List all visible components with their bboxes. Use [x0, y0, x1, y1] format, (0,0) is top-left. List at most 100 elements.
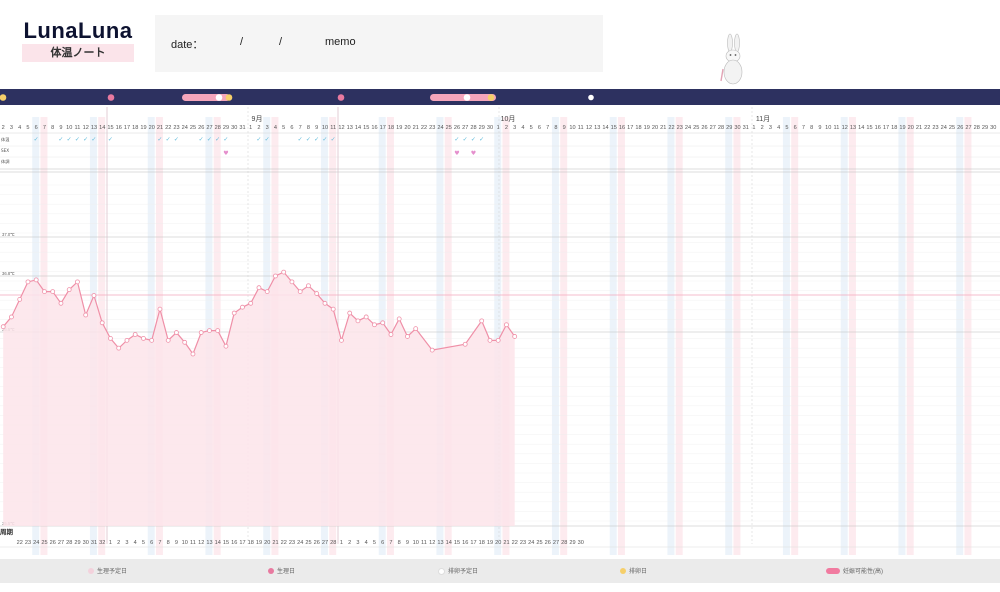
cycle-day-label: 7 — [158, 540, 161, 546]
date-label: 13 — [850, 125, 856, 131]
cycle-day-label: 3 — [356, 540, 359, 546]
temperature-point — [231, 310, 237, 316]
temperature-point — [339, 337, 344, 343]
check-icon: ✓ — [75, 136, 80, 143]
fertility-pill — [430, 94, 496, 101]
period-forecast-icon — [88, 568, 94, 575]
date-label: 28 — [974, 125, 980, 131]
temperature-point — [223, 343, 229, 349]
cycle-day-label: 25 — [41, 540, 47, 546]
cycle-day-label: 23 — [25, 540, 31, 546]
cycle-day-label: 30 — [578, 540, 584, 546]
check-icon: ✓ — [215, 136, 220, 143]
weekend-band — [667, 117, 675, 555]
temperature-point — [504, 322, 509, 328]
cycle-day-label: 1 — [109, 540, 112, 546]
date-label: 26 — [198, 125, 204, 131]
date-label: 5 — [26, 125, 29, 131]
temperature-point — [347, 310, 353, 316]
date-label: 18 — [132, 125, 138, 131]
temperature-point — [207, 328, 212, 334]
cycle-day-label: 10 — [182, 540, 188, 546]
month-label: 9月 — [252, 115, 263, 123]
date-label: 26 — [957, 125, 963, 131]
cycle-day-label: 9 — [175, 540, 178, 546]
cycle-day-label: 28 — [66, 540, 72, 546]
temperature-point — [198, 330, 204, 335]
date-label: 19 — [644, 125, 650, 131]
date-memo-bar: date： / / memo — [155, 15, 743, 85]
temperature-point — [149, 337, 155, 343]
cycle-marker-icon — [215, 94, 223, 101]
cycle-day-label: 26 — [50, 540, 56, 546]
date-label: 24 — [941, 125, 947, 131]
temperature-point — [429, 347, 435, 353]
date-label: 5 — [785, 125, 788, 131]
cycle-day-label: 4 — [134, 540, 137, 546]
check-icon: ✓ — [479, 136, 484, 143]
cycle-day-label: 15 — [454, 540, 460, 546]
date-label: 16 — [116, 125, 122, 131]
temperature-point — [330, 306, 336, 312]
check-icon: ✓ — [67, 136, 72, 143]
temperature-point — [157, 306, 163, 312]
date-label: 14 — [99, 125, 105, 131]
date-label: 21 — [916, 125, 922, 131]
cycle-marker-icon — [487, 94, 495, 101]
cycle-day-label: 6 — [150, 540, 153, 546]
date-label: 12 — [338, 125, 344, 131]
temperature-point — [141, 335, 146, 341]
date-label: 2 — [505, 125, 508, 131]
cycle-day-label: 13 — [206, 540, 212, 546]
temperature-point — [388, 332, 394, 337]
date-label: 3 — [769, 125, 772, 131]
temperature-point — [174, 330, 179, 335]
date-label: 25 — [949, 125, 955, 131]
date-label: 9 — [818, 125, 821, 131]
date-label: 5 — [282, 125, 285, 131]
cycle-day-label: 30 — [83, 540, 89, 546]
temperature-point — [33, 277, 39, 283]
ovulation-forecast-icon — [438, 567, 445, 575]
date-label: 7 — [802, 125, 805, 131]
cycle-day-label: 5 — [373, 540, 376, 546]
row-label: SEX — [1, 148, 9, 153]
date-label: 4 — [18, 125, 21, 131]
date-label: 7 — [299, 125, 302, 131]
temperature-point — [297, 289, 303, 295]
cycle-marker-icon — [337, 94, 345, 101]
weekend-band — [436, 117, 444, 555]
date-label: 22 — [421, 125, 427, 131]
cycle-day-label: 4 — [365, 540, 368, 546]
date-label: 10 — [825, 125, 831, 131]
date-label: 16 — [619, 125, 625, 131]
weekend-band — [782, 117, 790, 555]
heart-icon: ♥ — [223, 150, 228, 157]
date-label: 24 — [437, 125, 443, 131]
date-separator: / — [279, 36, 283, 48]
temperature-point — [487, 337, 493, 343]
legend-item-period-forecast: 生理予定日 — [88, 566, 127, 575]
cycle-day-label: 13 — [437, 540, 443, 546]
check-icon: ✓ — [306, 136, 311, 143]
date-label: 9 — [315, 125, 318, 131]
date-label: 30 — [487, 125, 493, 131]
temperature-point — [58, 300, 64, 306]
temperature-point — [512, 334, 518, 339]
date-label: 4 — [521, 125, 524, 131]
cycle-row-label: 周期 — [0, 527, 14, 536]
cycle-day-label: 32 — [99, 540, 105, 546]
date-label: 21 — [660, 125, 666, 131]
cycle-day-label: 3 — [125, 540, 128, 546]
weekend-band — [964, 117, 972, 555]
month-label: 10月 — [501, 115, 516, 123]
date-label: 17 — [627, 125, 633, 131]
legend-label: 排卵予定日 — [448, 569, 479, 575]
cycle-marker-icon — [463, 94, 471, 101]
date-label: 29 — [479, 125, 485, 131]
temperature-point — [124, 337, 130, 343]
date-label: 11 — [75, 125, 81, 131]
legend-item-period: 生理日 — [268, 566, 295, 575]
date-label: 2 — [761, 125, 764, 131]
temperature-point — [413, 326, 419, 332]
